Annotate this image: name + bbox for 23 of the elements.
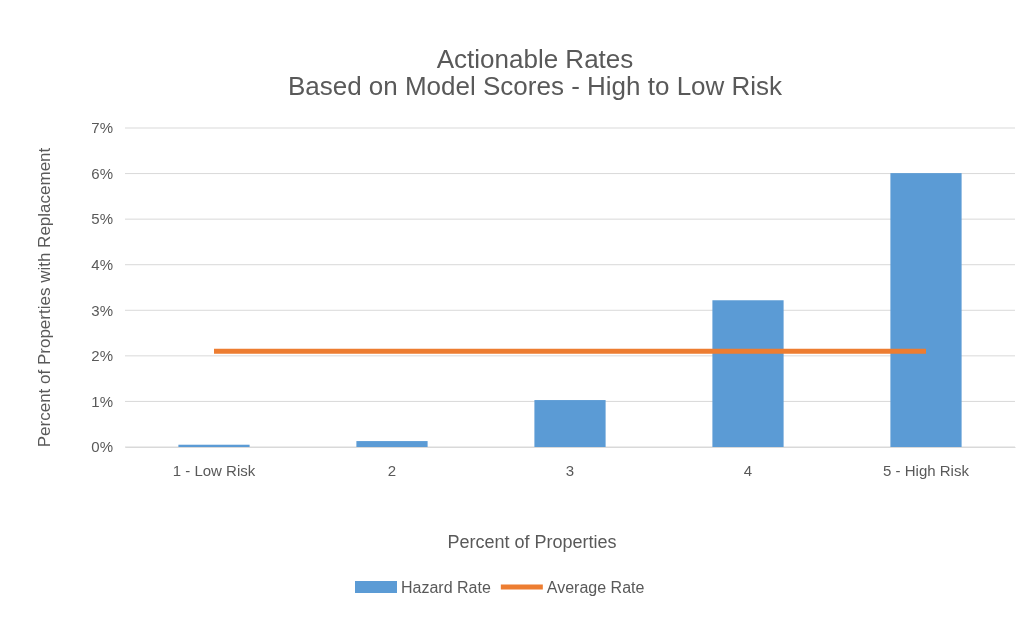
legend-label: Hazard Rate — [401, 579, 491, 596]
x-tick-label: 3 — [565, 461, 575, 479]
legend-label: Average Rate — [546, 579, 645, 596]
x-tick-label: 1 - Low Risk — [172, 461, 256, 479]
y-tick-label: 7% — [91, 119, 113, 137]
y-tick-label: 6% — [91, 164, 113, 182]
y-tick-label: 2% — [91, 347, 113, 365]
y-axis-title: Percent of Properties with Replacement — [35, 147, 54, 448]
y-tick-label: 5% — [91, 210, 113, 228]
bar — [712, 300, 784, 447]
bar — [890, 173, 962, 447]
x-tick-label: 4 — [743, 461, 753, 479]
x-tick-label: 5 - High Risk — [883, 461, 970, 479]
chart-subtitle: Based on Model Scores - High to Low Risk — [287, 71, 784, 101]
bar — [534, 400, 606, 447]
bar — [356, 441, 428, 447]
chart-title: Actionable Rates — [436, 44, 634, 74]
y-tick-label: 3% — [91, 301, 113, 319]
x-axis-title: Percent of Properties — [447, 532, 617, 552]
y-tick-label: 0% — [91, 438, 113, 456]
y-tick-label: 4% — [91, 256, 113, 274]
y-tick-label: 1% — [91, 392, 113, 410]
x-tick-label: 2 — [387, 461, 397, 479]
